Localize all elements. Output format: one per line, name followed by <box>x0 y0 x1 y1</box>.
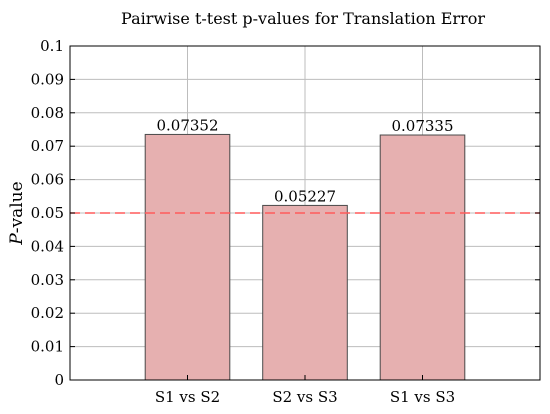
y-tick-label: 0.03 <box>31 271 64 289</box>
plot-frame <box>69 45 541 381</box>
y-tick-label: 0 <box>54 371 64 389</box>
x-tick-label: S2 vs S3 <box>272 388 337 406</box>
chart-title: Pairwise t-test p-values for Translation… <box>121 9 485 28</box>
bar <box>144 133 231 381</box>
y-axis-ticks: 0 0.01 0.02 0.03 0.04 0.05 0.06 0.07 0.08 0.09 0.1 <box>31 37 540 389</box>
data-label: 0.07352 <box>156 116 218 134</box>
y-axis-label-italic: P <box>7 233 27 246</box>
y-tick-label: 0.01 <box>31 338 64 356</box>
bar <box>262 204 348 381</box>
y-tick-label: 0.08 <box>31 104 64 122</box>
x-tick-label: S1 vs S3 <box>390 388 455 406</box>
data-label: 0.05227 <box>274 187 336 205</box>
bar <box>379 134 466 381</box>
x-tick-label: S1 vs S2 <box>155 388 220 406</box>
bars <box>144 133 466 381</box>
y-axis-label: P-value <box>7 181 27 245</box>
y-tick-label: 0.1 <box>40 37 64 55</box>
y-tick-label: 0.09 <box>31 70 64 88</box>
y-tick-label: 0.02 <box>31 304 64 322</box>
y-axis-label-rest: -value <box>7 181 27 233</box>
data-label: 0.07335 <box>391 117 453 135</box>
y-tick-label: 0.06 <box>31 171 64 189</box>
y-tick-label: 0.04 <box>31 237 64 255</box>
y-tick-label: 0.07 <box>31 137 64 155</box>
y-tick-label: 0.05 <box>31 204 64 222</box>
data-labels: 0.07352 0.05227 0.07335 <box>156 116 453 205</box>
x-axis-categories: S1 vs S2 S2 vs S3 S1 vs S3 <box>155 375 455 406</box>
